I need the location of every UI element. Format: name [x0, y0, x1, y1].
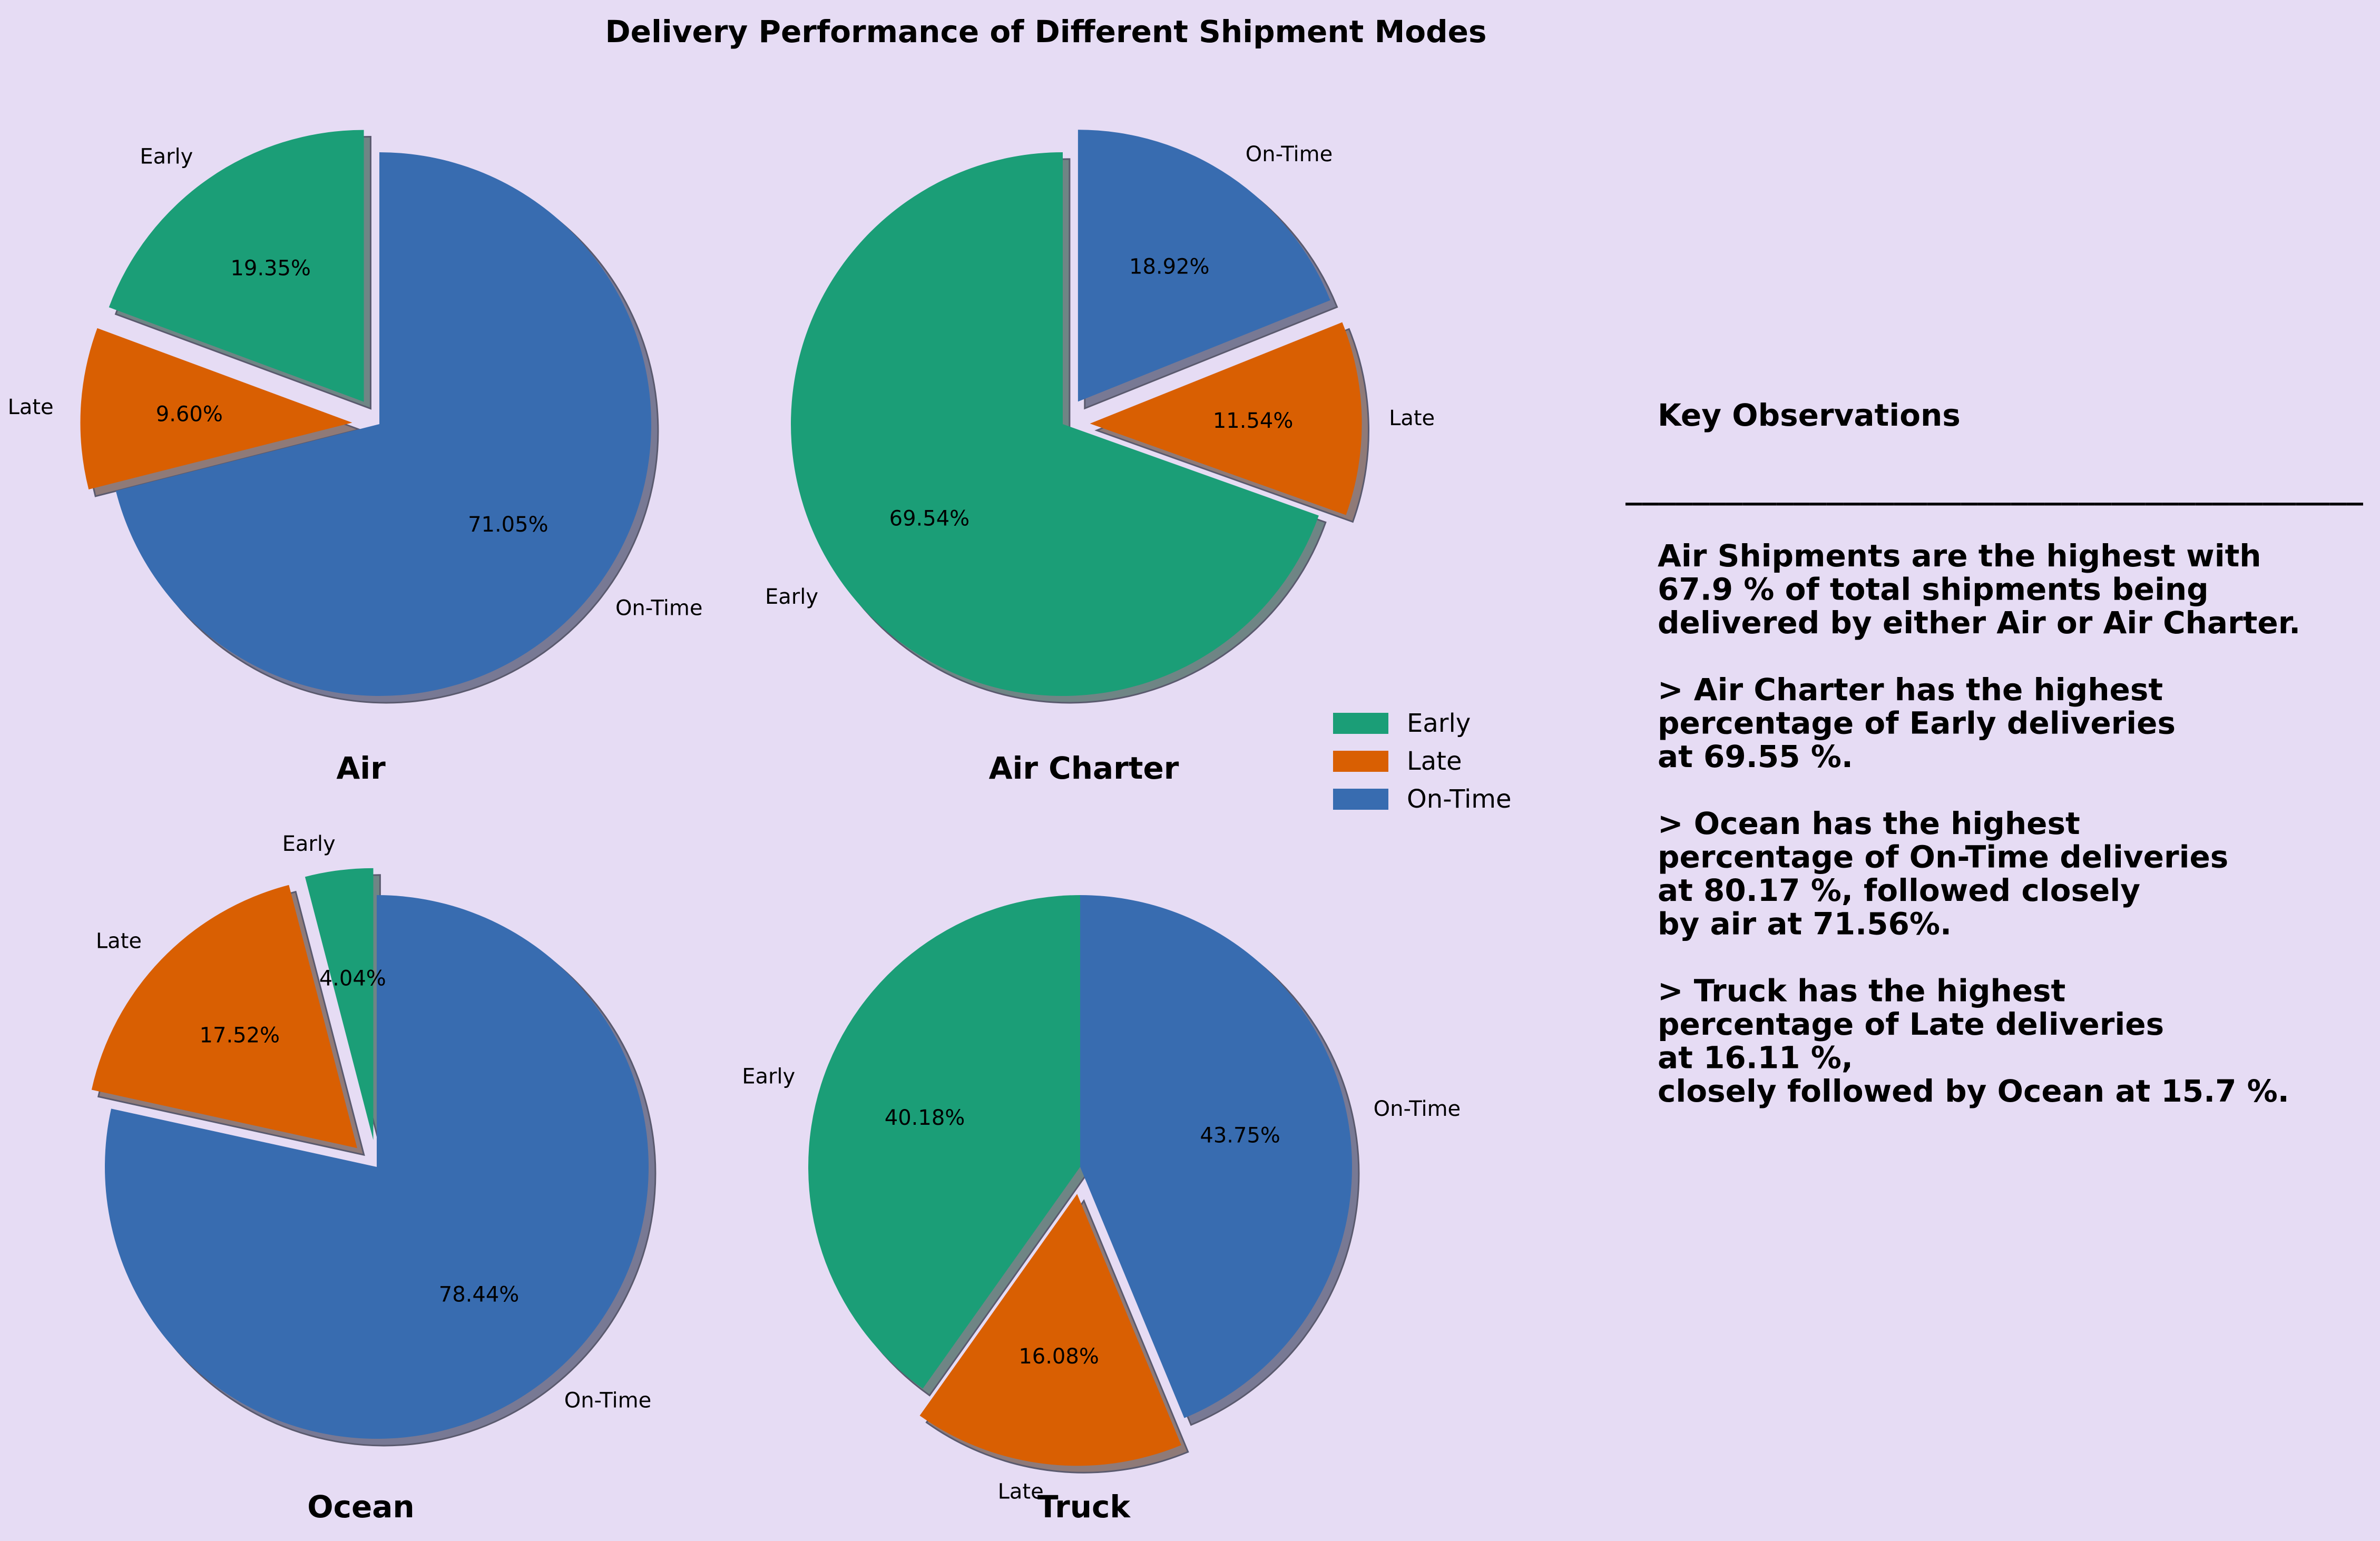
observations-heading: Key Observations	[1658, 397, 1961, 433]
slice-early	[109, 130, 364, 402]
slice-label-on-time: On-Time	[564, 1388, 652, 1412]
observation-line: delivered by either Air or Air Charter.	[1658, 605, 2300, 641]
observation-line: at 69.55 %.	[1658, 739, 1853, 774]
slice-on-time	[1078, 130, 1330, 402]
observation-line: at 16.11 %,	[1658, 1040, 1853, 1076]
pie-title: Air	[336, 750, 386, 786]
slice-label-early: Early	[742, 1065, 795, 1089]
slice-label-late: Late	[8, 395, 54, 419]
slice-early	[790, 152, 1319, 696]
slice-label-on-time: On-Time	[1246, 142, 1333, 166]
slice-label-early: Early	[765, 585, 818, 609]
observation-line: 67.9 % of total shipments being	[1658, 572, 2209, 607]
observation-line: Air Shipments are the highest with	[1658, 538, 2261, 574]
pie-air: Early 19.35% Late 9.60% On-Time 71.05% Air	[8, 130, 703, 786]
slice-early	[808, 895, 1080, 1389]
pie-ocean: Early 4.04% Late 17.52% On-Time 78.44% Ocean	[91, 832, 657, 1525]
observation-line: > Truck has the highest	[1658, 973, 2065, 1009]
pie-title: Air Charter	[989, 750, 1179, 786]
slice-percent-on-time: 18.92%	[1129, 255, 1210, 279]
slice-on-time	[115, 152, 651, 696]
legend-label-early: Early	[1407, 709, 1471, 738]
legend-swatch-on-time	[1333, 789, 1388, 810]
slice-percent-late: 11.54%	[1213, 409, 1294, 433]
pie-title: Ocean	[307, 1489, 414, 1525]
slice-early	[305, 868, 374, 1140]
slice-percent-late: 16.08%	[1018, 1344, 1099, 1369]
observation-line: at 80.17 %, followed closely	[1658, 872, 2140, 908]
slice-on-time	[1080, 895, 1352, 1418]
key-observations-panel: Key Observations _______________________…	[1625, 397, 2363, 1109]
observation-line: percentage of Early deliveries	[1658, 705, 2176, 741]
legend-swatch-late	[1333, 751, 1388, 772]
legend: Early Late On-Time	[1333, 709, 1512, 814]
slice-percent-on-time: 71.05%	[468, 513, 549, 537]
observation-line: > Ocean has the highest	[1658, 806, 2080, 841]
pie-air-charter: Early 69.54% Late 11.54% On-Time 18.92% Air Ch…	[765, 130, 1435, 786]
slice-percent-on-time: 43.75%	[1200, 1124, 1280, 1148]
slice-label-on-time: On-Time	[1374, 1097, 1461, 1121]
observation-line: > Air Charter has the highest	[1658, 672, 2163, 708]
slice-label-early: Early	[140, 145, 193, 169]
observation-line: closely followed by Ocean at 15.7 %.	[1658, 1073, 2289, 1109]
slice-percent-early: 19.35%	[230, 257, 311, 281]
slice-percent-early: 69.54%	[889, 506, 970, 531]
observation-line: percentage of On-Time deliveries	[1658, 839, 2228, 875]
slice-late	[919, 1194, 1181, 1466]
pie-title: Truck	[1037, 1489, 1131, 1525]
chart-title: Delivery Performance of Different Shipme…	[605, 14, 1486, 50]
observation-line: percentage of Late deliveries	[1658, 1006, 2164, 1042]
legend-label-on-time: On-Time	[1407, 784, 1512, 814]
legend-label-late: Late	[1407, 747, 1462, 776]
slice-on-time	[105, 895, 649, 1439]
slice-percent-early: 40.18%	[885, 1106, 965, 1130]
slice-percent-late: 9.60%	[156, 403, 223, 427]
slice-percent-late: 17.52%	[200, 1023, 280, 1047]
observation-line: by air at 71.56%.	[1658, 906, 1952, 942]
slice-late	[91, 885, 357, 1149]
slice-percent-on-time: 78.44%	[439, 1282, 520, 1307]
slice-label-late: Late	[96, 929, 142, 953]
slice-label-on-time: On-Time	[615, 596, 703, 621]
slice-late	[1090, 322, 1362, 515]
slice-label-late: Late	[998, 1479, 1044, 1504]
pie-truck: Early 40.18% Late 16.08% On-Time 43.75% Truck	[742, 895, 1461, 1525]
slice-late	[80, 328, 352, 489]
slice-label-late: Late	[1389, 406, 1435, 430]
slice-percent-early: 4.04%	[319, 967, 386, 991]
legend-swatch-early	[1333, 713, 1388, 734]
observations-divider: ________________________________________…	[1625, 470, 2363, 506]
slice-label-early: Early	[282, 832, 336, 856]
